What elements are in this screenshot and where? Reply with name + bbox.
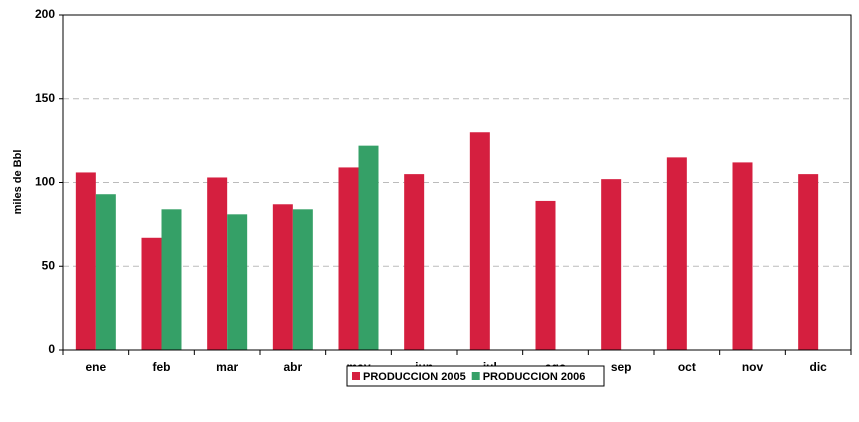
bar	[601, 179, 622, 350]
x-tick-label: sep	[611, 360, 632, 374]
x-tick-label: feb	[153, 360, 171, 374]
bar	[666, 157, 687, 350]
x-tick-label: ene	[85, 360, 106, 374]
y-tick-label: 100	[35, 175, 55, 189]
bar	[95, 194, 116, 350]
x-tick-label: nov	[742, 360, 764, 374]
y-tick-label: 200	[35, 7, 55, 21]
bar	[292, 209, 313, 350]
legend-swatch	[471, 372, 480, 380]
x-tick-label: oct	[678, 360, 696, 374]
legend-label: PRODUCCION 2005	[363, 371, 466, 383]
bar	[798, 174, 819, 350]
bar	[207, 177, 228, 350]
bar	[404, 174, 425, 350]
x-tick-label: dic	[809, 360, 827, 374]
bar	[358, 145, 379, 350]
x-tick-label: mar	[216, 360, 238, 374]
bar	[732, 162, 753, 350]
bar	[535, 200, 556, 350]
bar	[161, 209, 182, 350]
y-tick-label: 0	[48, 342, 55, 356]
x-tick-label: abr	[283, 360, 302, 374]
bar	[338, 167, 359, 350]
y-tick-label: 50	[42, 258, 56, 272]
y-axis-label: miles de Bbl	[12, 150, 24, 215]
bar	[469, 132, 490, 350]
legend-label: PRODUCCION 2006	[483, 371, 586, 383]
bar	[227, 214, 248, 350]
bar	[75, 172, 96, 350]
bar	[141, 237, 162, 350]
plot-frame	[62, 14, 852, 351]
bar	[272, 204, 293, 350]
y-tick-label: 150	[35, 91, 55, 105]
legend-swatch	[352, 372, 360, 380]
